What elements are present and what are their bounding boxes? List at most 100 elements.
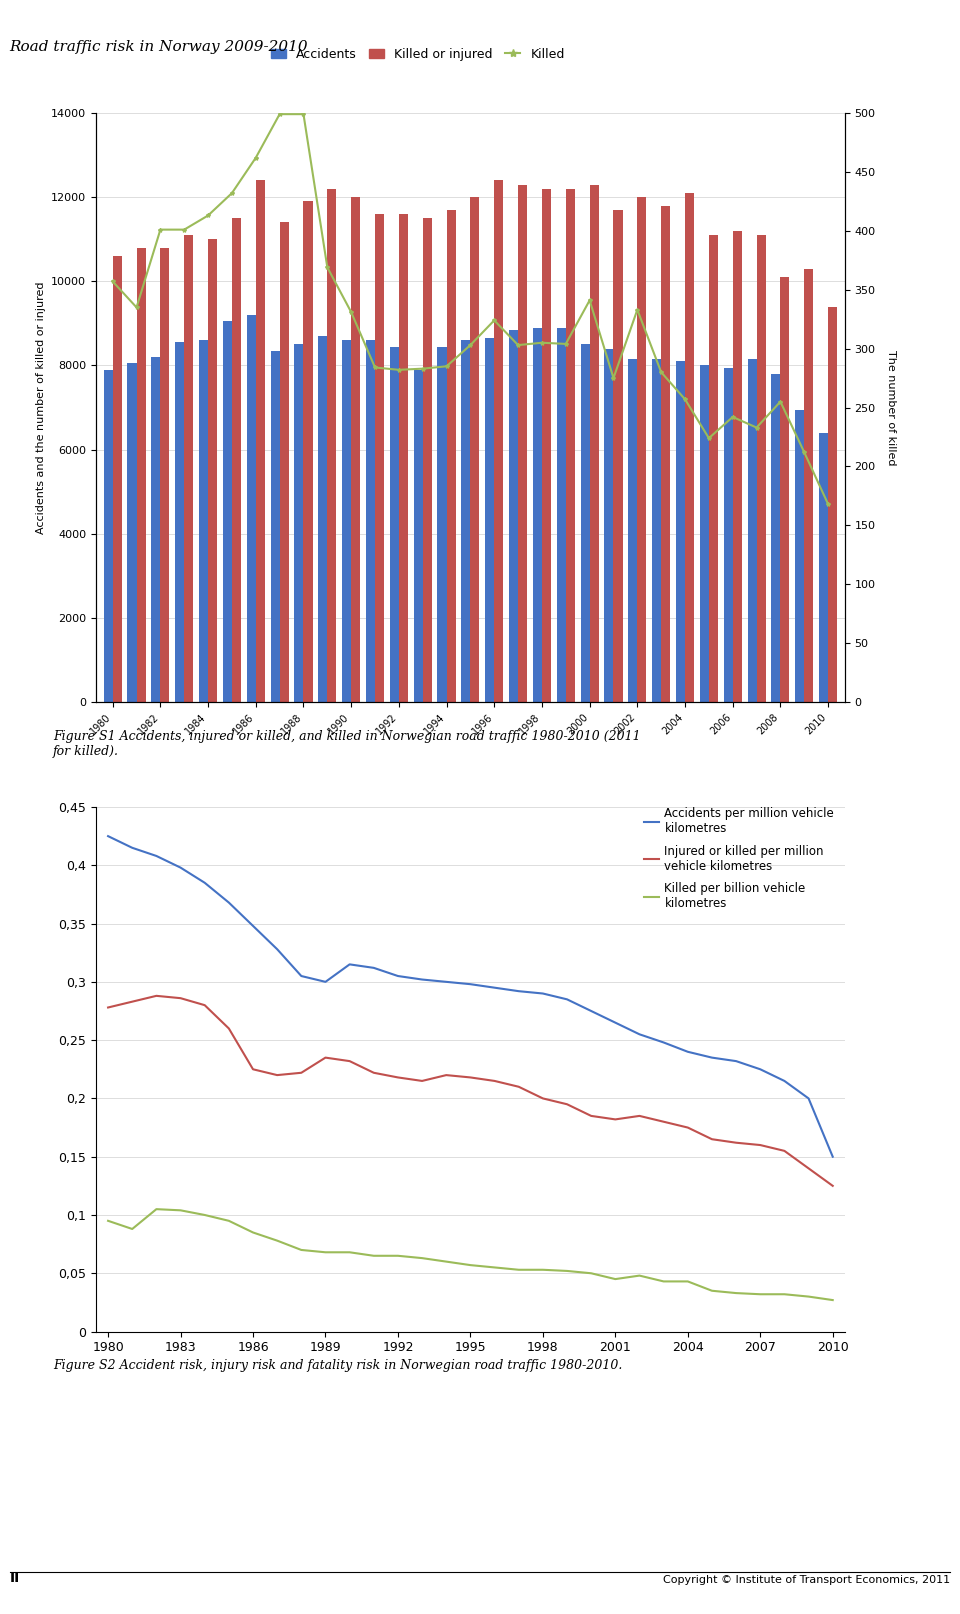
Bar xyxy=(605,349,613,702)
Killed xyxy=(131,297,142,316)
Killed xyxy=(513,336,524,355)
Bar xyxy=(438,347,446,702)
Bar xyxy=(128,363,136,702)
Bar xyxy=(390,347,398,702)
Bar xyxy=(271,350,279,702)
Bar xyxy=(470,197,479,702)
Bar xyxy=(637,197,646,702)
Bar xyxy=(223,321,232,702)
Killed xyxy=(107,271,118,291)
Bar xyxy=(780,278,789,702)
Bar xyxy=(375,215,384,702)
Bar xyxy=(232,218,241,702)
Bar xyxy=(724,368,732,702)
Legend: Accidents, Killed or injured, Killed: Accidents, Killed or injured, Killed xyxy=(266,42,570,66)
Bar xyxy=(295,344,303,702)
Bar xyxy=(136,247,146,702)
Bar xyxy=(732,231,742,702)
Bar xyxy=(208,239,217,702)
Bar xyxy=(446,210,456,702)
Bar xyxy=(804,268,813,702)
Bar xyxy=(628,360,637,702)
Killed xyxy=(751,418,762,437)
Bar xyxy=(398,215,408,702)
Killed xyxy=(370,358,381,378)
Killed xyxy=(346,302,357,321)
Killed xyxy=(441,357,452,376)
Killed xyxy=(250,148,261,168)
Text: II: II xyxy=(10,1570,20,1585)
Bar xyxy=(518,184,527,702)
Text: Figure S2 Accident risk, injury risk and fatality risk in Norwegian road traffic: Figure S2 Accident risk, injury risk and… xyxy=(53,1359,622,1372)
Bar xyxy=(152,357,160,702)
Bar xyxy=(327,189,336,702)
Bar xyxy=(685,194,694,702)
Bar xyxy=(652,360,661,702)
Bar xyxy=(748,360,756,702)
Killed xyxy=(298,105,309,124)
Bar xyxy=(661,205,670,702)
Bar xyxy=(351,197,360,702)
Bar xyxy=(613,210,622,702)
Bar xyxy=(199,341,208,702)
Bar xyxy=(414,370,422,702)
Bar xyxy=(422,218,432,702)
Bar xyxy=(828,307,837,702)
Text: Figure S1 Accidents, injured or killed, and killed in Norwegian road traffic 198: Figure S1 Accidents, injured or killed, … xyxy=(53,730,640,757)
Bar xyxy=(462,341,470,702)
Bar xyxy=(700,365,708,702)
Killed xyxy=(322,258,333,278)
Killed xyxy=(727,407,738,426)
Bar xyxy=(175,342,184,702)
Bar xyxy=(247,315,255,702)
Killed xyxy=(274,105,285,124)
Bar xyxy=(255,181,265,702)
Killed xyxy=(155,220,166,239)
Bar xyxy=(485,337,494,702)
Bar xyxy=(342,341,351,702)
Bar xyxy=(565,189,575,702)
Legend: Accidents per million vehicle
kilometres, Injured or killed per million
vehicle : Accidents per million vehicle kilometres… xyxy=(639,802,839,915)
Bar xyxy=(104,370,112,702)
Bar xyxy=(589,184,599,702)
Bar xyxy=(771,374,780,702)
Killed xyxy=(584,291,595,310)
Killed xyxy=(823,494,834,513)
Killed xyxy=(227,184,238,203)
Text: Copyright © Institute of Transport Economics, 2011: Copyright © Institute of Transport Econo… xyxy=(663,1575,950,1585)
Killed xyxy=(203,207,214,226)
Bar xyxy=(795,410,804,702)
Bar xyxy=(708,236,718,702)
Bar xyxy=(581,344,589,702)
Bar xyxy=(366,341,375,702)
Killed xyxy=(680,389,691,408)
Y-axis label: The number of killed: The number of killed xyxy=(886,350,897,465)
Killed xyxy=(465,336,476,355)
Killed xyxy=(537,332,548,352)
Bar xyxy=(533,328,542,702)
Killed xyxy=(393,360,404,379)
Y-axis label: Accidents and the number of killed or injured: Accidents and the number of killed or in… xyxy=(36,281,45,534)
Bar xyxy=(676,362,685,702)
Killed xyxy=(608,368,619,387)
Text: Road traffic risk in Norway 2009-2010: Road traffic risk in Norway 2009-2010 xyxy=(10,40,308,55)
Killed xyxy=(560,334,571,353)
Killed xyxy=(632,300,643,320)
Bar xyxy=(303,202,313,702)
Killed xyxy=(656,363,667,383)
Bar xyxy=(542,189,551,702)
Bar xyxy=(319,336,327,702)
Bar xyxy=(494,181,503,702)
Bar xyxy=(160,247,170,702)
Killed xyxy=(417,358,428,378)
Bar xyxy=(756,236,766,702)
Bar xyxy=(279,223,289,702)
Killed xyxy=(179,220,190,239)
Killed xyxy=(703,428,714,447)
Killed xyxy=(775,392,786,412)
Line: Killed: Killed xyxy=(110,111,830,507)
Bar xyxy=(509,329,518,702)
Killed xyxy=(799,442,810,462)
Bar xyxy=(112,257,122,702)
Bar xyxy=(819,433,828,702)
